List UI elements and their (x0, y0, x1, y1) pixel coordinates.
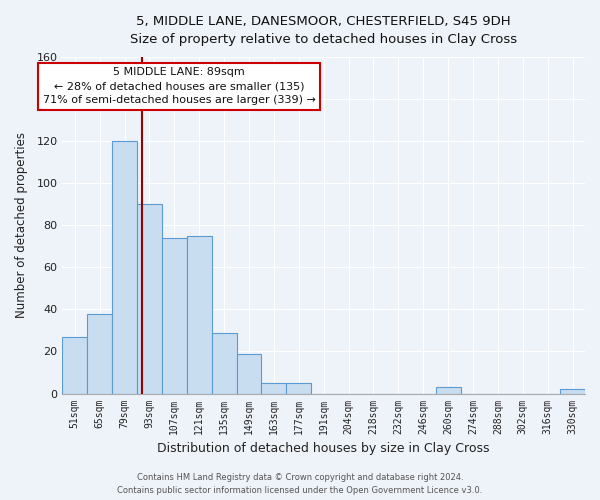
Bar (187, 236, 212, 394)
Bar (262, 383, 286, 394)
Y-axis label: Number of detached properties: Number of detached properties (15, 132, 28, 318)
Bar (62, 336, 87, 394)
Bar (87, 314, 112, 394)
Bar (137, 204, 162, 394)
Bar (236, 354, 262, 394)
Bar (286, 383, 311, 394)
Bar (112, 141, 137, 394)
Bar (162, 238, 187, 394)
X-axis label: Distribution of detached houses by size in Clay Cross: Distribution of detached houses by size … (157, 442, 490, 455)
Title: 5, MIDDLE LANE, DANESMOOR, CHESTERFIELD, S45 9DH
Size of property relative to de: 5, MIDDLE LANE, DANESMOOR, CHESTERFIELD,… (130, 15, 517, 46)
Bar (212, 332, 236, 394)
Bar (560, 390, 585, 394)
Bar (436, 387, 461, 394)
Text: 5 MIDDLE LANE: 89sqm
← 28% of detached houses are smaller (135)
71% of semi-deta: 5 MIDDLE LANE: 89sqm ← 28% of detached h… (43, 68, 316, 106)
Text: Contains HM Land Registry data © Crown copyright and database right 2024.
Contai: Contains HM Land Registry data © Crown c… (118, 474, 482, 495)
